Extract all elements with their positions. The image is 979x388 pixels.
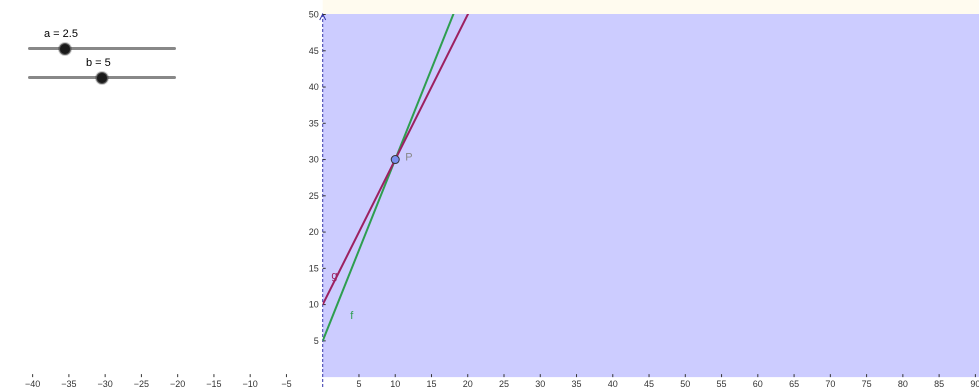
x-tick-label: −20	[170, 379, 185, 388]
x-tick-label: 35	[572, 379, 582, 388]
axes	[319, 12, 327, 388]
x-tick-label: 70	[825, 379, 835, 388]
slider-a-knob[interactable]	[59, 43, 71, 55]
x-tick-label: 55	[717, 379, 727, 388]
point-label-P: P	[405, 152, 412, 164]
x-tick-label: −40	[25, 379, 40, 388]
x-tick-label: 75	[862, 379, 872, 388]
function-lines	[322, 14, 470, 342]
y-tick-label: 25	[309, 191, 319, 201]
y-tick-label: 45	[309, 46, 319, 56]
x-tick-label: 40	[608, 379, 618, 388]
y-tick-label: 30	[309, 155, 319, 165]
slider-b: b = 5	[28, 57, 178, 87]
line-label-f: f	[350, 310, 354, 322]
x-tick-label: 50	[680, 379, 690, 388]
y-tick-label: 50	[309, 10, 319, 20]
x-tick-label: −10	[243, 379, 258, 388]
x-tick-label: 10	[390, 379, 400, 388]
x-tick-label: 20	[463, 379, 473, 388]
x-tick-label: 80	[898, 379, 908, 388]
x-tick-label: 60	[753, 379, 763, 388]
x-tick-label: −5	[281, 379, 291, 388]
x-tick-label: −25	[134, 379, 149, 388]
point-P	[390, 155, 400, 165]
x-tick-label: 15	[426, 379, 436, 388]
slider-b-knob[interactable]	[96, 72, 108, 84]
line-f	[322, 14, 455, 342]
x-tick-label: 45	[644, 379, 654, 388]
points: P	[390, 152, 413, 165]
line-label-g: g	[331, 270, 337, 282]
y-tick-label: 5	[314, 336, 319, 346]
tick-labels: −40 −35 −30 −25 −20 −15 −10 −5 5 10 15 20 25 30 35 40 45…	[25, 10, 979, 388]
y-axis-arrow	[319, 12, 327, 21]
x-tick-label: −15	[206, 379, 221, 388]
x-tick-label: 30	[535, 379, 545, 388]
x-tick-label: 25	[499, 379, 509, 388]
x-tick-label: 65	[789, 379, 799, 388]
y-tick-label: 40	[309, 82, 319, 92]
x-tick-label: 85	[934, 379, 944, 388]
slider-a-track[interactable]	[28, 47, 176, 50]
line-g	[322, 14, 470, 306]
slider-a-label: a = 2.5	[44, 28, 78, 40]
top-strip	[322, 0, 979, 14]
x-tick-label: −35	[61, 379, 76, 388]
x-tick-label: 90	[970, 379, 979, 388]
slider-a: a = 2.5	[28, 28, 178, 58]
x-tick-label: −30	[98, 379, 113, 388]
y-tick-label: 35	[309, 118, 319, 128]
y-tick-label: 15	[309, 263, 319, 273]
y-tick-label: 10	[309, 300, 319, 310]
shaded-region	[322, 14, 979, 378]
slider-b-label: b = 5	[86, 57, 111, 69]
y-tick-label: 20	[309, 227, 319, 237]
x-tick-label: 5	[356, 379, 361, 388]
